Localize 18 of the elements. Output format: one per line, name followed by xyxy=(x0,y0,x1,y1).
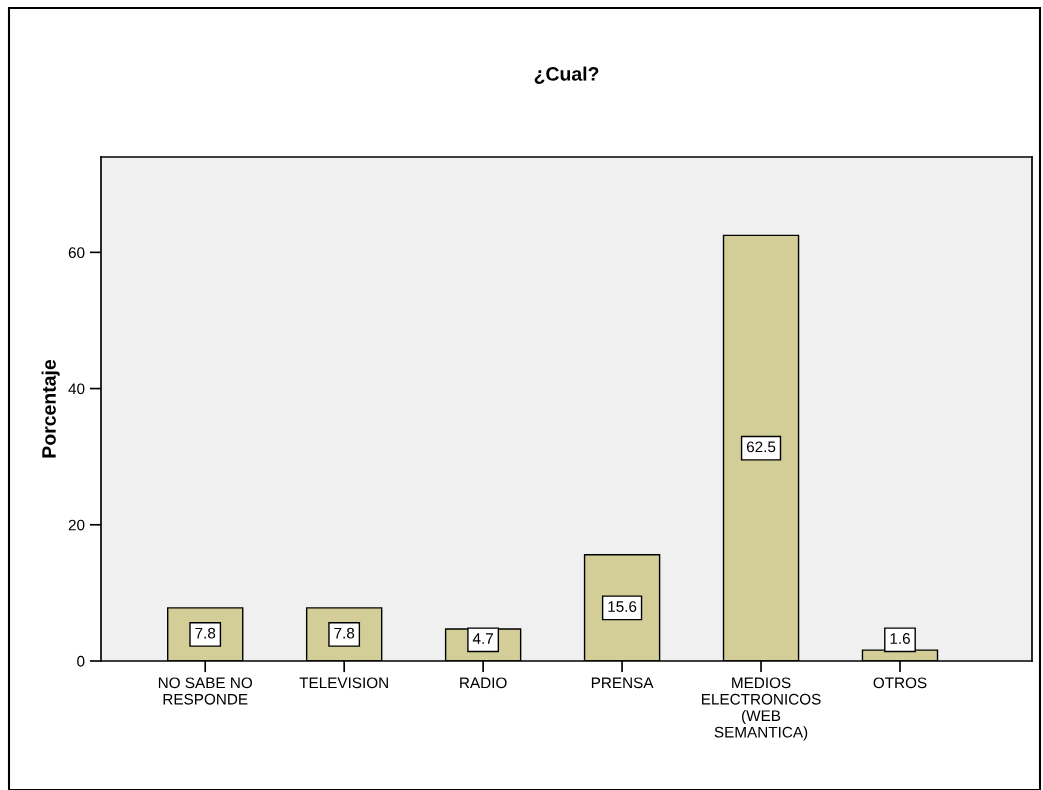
data-label: 62.5 xyxy=(746,441,776,453)
data-label: 7.8 xyxy=(334,627,355,639)
data-label: 1.6 xyxy=(890,633,910,644)
data-label: 15.6 xyxy=(608,601,637,612)
x-tick-label: NO SABE NO RESPONDE xyxy=(158,677,253,705)
x-tick-label: PRENSA xyxy=(591,677,654,689)
x-tick-label: OTROS xyxy=(873,677,927,689)
x-tick-label: MEDIOS ELECTRONICOS (WEB SEMANTICA) xyxy=(702,677,821,741)
data-label: 7.8 xyxy=(195,627,216,639)
y-tick-label: 0 xyxy=(77,655,85,667)
x-tick-label: RADIO xyxy=(460,677,507,689)
data-label: 4.7 xyxy=(472,633,493,644)
y-tick-label: 60 xyxy=(68,247,85,259)
y-axis-title: Porcentaje xyxy=(41,359,60,458)
y-tick-label: 40 xyxy=(68,383,85,395)
y-tick-label: 20 xyxy=(68,519,85,531)
chart-title: ¿Cual? xyxy=(534,66,599,84)
x-tick-label: TELEVISION xyxy=(299,677,388,689)
